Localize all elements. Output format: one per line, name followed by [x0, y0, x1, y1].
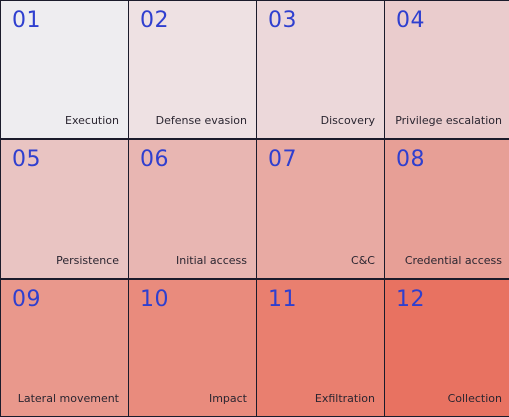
tile-label: Initial access: [175, 254, 247, 267]
tile-05: 05 Persistence: [1, 140, 128, 278]
tile-12: 12 Collection: [385, 280, 509, 416]
tile-number: 08: [396, 147, 425, 172]
tile-07: 07 C&C: [257, 140, 384, 278]
tile-label: Lateral movement: [17, 392, 119, 405]
tile-09: 09 Lateral movement: [1, 280, 128, 416]
tile-label: Exfiltration: [314, 392, 375, 405]
tile-label: Defense evasion: [155, 114, 247, 127]
tile-number: 11: [268, 287, 297, 312]
tile-02: 02 Defense evasion: [129, 1, 256, 138]
tile-number: 02: [140, 8, 169, 33]
tile-label: C&C: [351, 254, 375, 267]
tile-number: 03: [268, 8, 297, 33]
tile-number: 01: [12, 8, 41, 33]
tile-number: 06: [140, 147, 169, 172]
tile-11: 11 Exfiltration: [257, 280, 384, 416]
tile-label: Execution: [65, 114, 119, 127]
tile-label: Discovery: [320, 114, 375, 127]
tile-label: Impact: [208, 392, 247, 405]
tile-number: 04: [396, 8, 425, 33]
tile-08: 08 Credential access: [385, 140, 509, 278]
tile-04: 04 Privilege escalation: [385, 1, 509, 138]
tile-01: 01 Execution: [1, 1, 128, 138]
tile-number: 10: [140, 287, 169, 312]
tile-number: 12: [396, 287, 425, 312]
tile-number: 07: [268, 147, 297, 172]
tile-label: Credential access: [404, 254, 502, 267]
tile-06: 06 Initial access: [129, 140, 256, 278]
tile-number: 05: [12, 147, 41, 172]
tile-number: 09: [12, 287, 41, 312]
tile-label: Collection: [447, 392, 502, 405]
tile-10: 10 Impact: [129, 280, 256, 416]
tile-03: 03 Discovery: [257, 1, 384, 138]
tile-label: Persistence: [56, 254, 119, 267]
tile-label: Privilege escalation: [395, 114, 502, 127]
